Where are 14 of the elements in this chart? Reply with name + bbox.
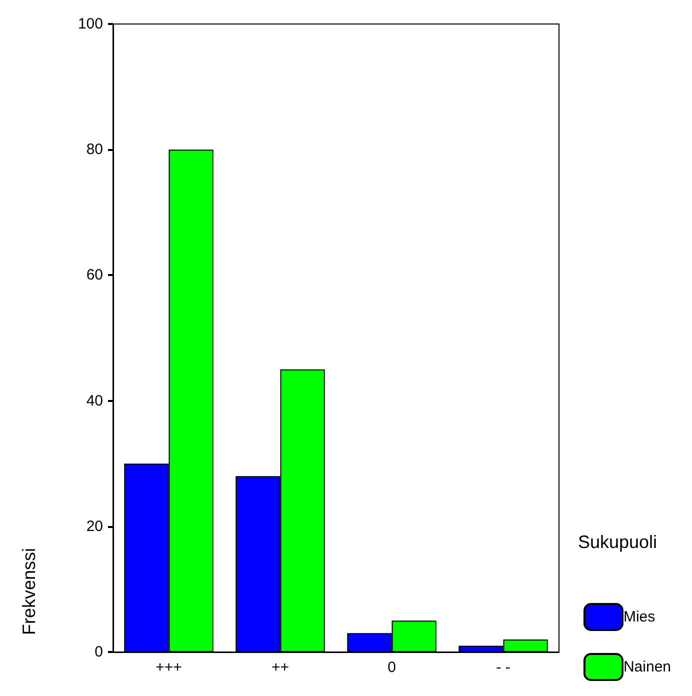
y-tick-label: 60 xyxy=(86,266,103,284)
x-tick-label: - - xyxy=(496,659,510,676)
legend-title: Sukupuoli xyxy=(578,532,658,552)
y-tick-label: 20 xyxy=(86,518,103,535)
y-tick-label: 80 xyxy=(86,141,103,158)
x-tick-label: +++ xyxy=(156,659,182,676)
legend-label: Nainen xyxy=(623,658,672,676)
y-tick-label: 0 xyxy=(94,644,103,660)
y-axis-title: Frekvenssi xyxy=(19,548,39,636)
y-tick-label: 40 xyxy=(86,392,103,410)
x-tick-label: ++ xyxy=(271,659,290,676)
y-tick-label: 100 xyxy=(78,16,103,32)
x-tick-label: 0 xyxy=(388,659,396,676)
legend-label: Mies xyxy=(623,608,656,626)
